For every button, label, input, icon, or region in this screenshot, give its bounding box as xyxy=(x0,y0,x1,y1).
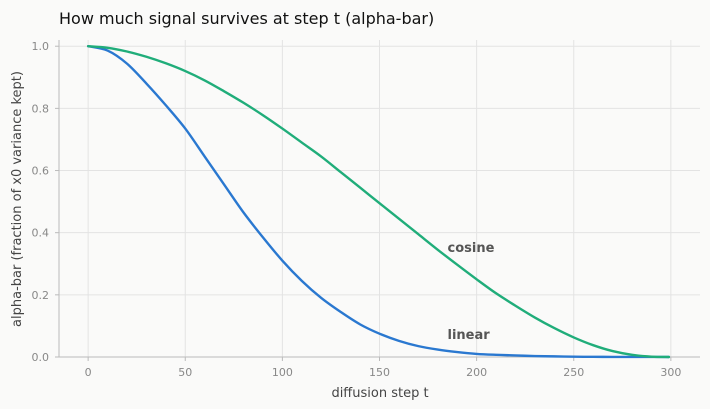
x-tick-label: 150 xyxy=(369,366,390,379)
annotation-linear: linear xyxy=(447,328,490,343)
series-layer xyxy=(86,45,671,359)
y-axis-label: alpha-bar (fraction of x0 variance kept) xyxy=(10,71,25,327)
axes: 0 50 100 150 200 250 300 0.0 0.2 0.4 0.6 0.8 1.0 xyxy=(32,40,700,379)
x-tick-label: 200 xyxy=(466,366,487,379)
annotations: cosine linear xyxy=(447,241,494,343)
chart-title: How much signal survives at step t (alph… xyxy=(59,9,434,28)
y-tick-label: 0.0 xyxy=(32,351,50,364)
y-tick-label: 0.6 xyxy=(32,165,50,178)
x-tick-label: 0 xyxy=(85,366,92,379)
x-tick-label: 300 xyxy=(660,366,681,379)
x-tick-label: 100 xyxy=(272,366,293,379)
y-tick-label: 0.2 xyxy=(32,289,50,302)
x-axis-label: diffusion step t xyxy=(331,386,428,401)
annotation-cosine: cosine xyxy=(447,241,494,256)
y-tick-label: 0.8 xyxy=(32,102,50,115)
x-tick-label: 50 xyxy=(178,366,192,379)
x-tick-label: 250 xyxy=(563,366,584,379)
y-tick-label: 0.4 xyxy=(32,227,50,240)
grid xyxy=(59,40,700,358)
series-line-1 xyxy=(86,45,671,359)
series-line-2 xyxy=(86,45,671,359)
y-tick-label: 1.0 xyxy=(32,40,50,53)
